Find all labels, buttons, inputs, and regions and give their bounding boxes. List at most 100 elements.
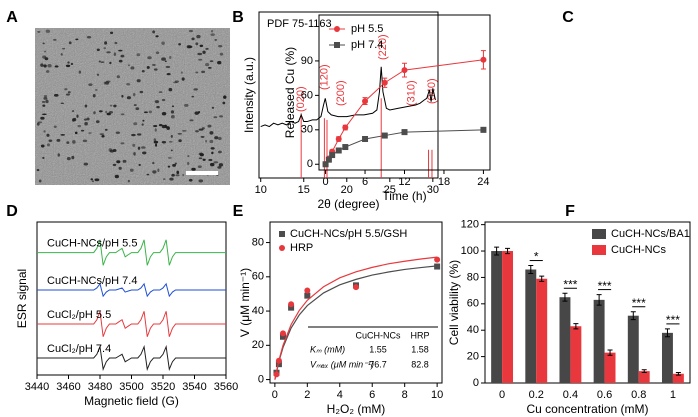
tem-particle	[170, 149, 173, 152]
tem-particle	[96, 73, 100, 76]
tem-particle	[210, 147, 215, 150]
tem-particle	[139, 90, 144, 94]
tem-particle	[76, 114, 79, 118]
y-axis-label: Intensity (a.u.)	[242, 57, 256, 133]
x-tick-label: 0	[499, 389, 505, 401]
peak-label: (020)	[295, 86, 307, 112]
series-label: CuCH-NCs/pH 5.5	[47, 238, 137, 250]
tem-particle	[181, 130, 187, 132]
tem-particle	[162, 178, 166, 180]
tem-particle	[169, 177, 174, 181]
tem-particle	[148, 110, 153, 114]
panel-label: E	[233, 203, 244, 220]
table-cell: 76.7	[369, 359, 387, 369]
tem-particle	[152, 30, 156, 34]
error-bar	[607, 349, 613, 356]
tem-particle	[53, 38, 57, 41]
legend-marker	[279, 231, 285, 237]
data-point	[342, 144, 349, 151]
tem-particle	[98, 60, 101, 63]
data-point	[288, 301, 295, 308]
tem-particle	[65, 93, 70, 96]
y-tick-label: 0	[258, 373, 264, 385]
tem-particle	[132, 143, 136, 147]
error-bar	[664, 328, 670, 338]
y-axis-label: Cell viability (%)	[447, 260, 461, 345]
legend-marker	[279, 245, 285, 251]
tem-particle	[114, 41, 118, 45]
data-point	[279, 333, 286, 340]
tem-particle	[147, 56, 152, 60]
panel-label: C	[562, 9, 574, 26]
y-tick-label: 60	[252, 271, 264, 283]
tem-particle	[198, 128, 204, 131]
tem-particle	[217, 150, 222, 154]
tem-particle	[214, 136, 219, 140]
peak-label: (200)	[335, 80, 347, 106]
data-point	[434, 263, 441, 270]
x-tick-label: 3480	[88, 381, 112, 393]
data-point	[362, 98, 369, 105]
tem-particle	[54, 65, 59, 68]
tem-particle	[92, 93, 96, 98]
y-tick-label: 20	[252, 339, 264, 351]
tem-particle	[45, 99, 49, 104]
tem-particle	[126, 96, 131, 100]
x-tick-label: 30	[427, 184, 439, 196]
legend-marker	[334, 42, 340, 48]
x-axis-label: H₂O₂ (mM)	[327, 402, 386, 416]
tem-particle	[110, 31, 114, 35]
tem-particle	[217, 60, 222, 65]
tem-particle	[178, 43, 182, 46]
tem-particle	[198, 157, 203, 160]
fit-curve	[274, 256, 438, 380]
tem-particle	[133, 122, 138, 126]
tem-particle	[67, 91, 71, 94]
tem-particle	[62, 47, 66, 50]
tem-particle	[175, 174, 180, 177]
tem-particle	[205, 48, 209, 50]
tem-particle	[207, 124, 212, 128]
data-point	[304, 292, 311, 299]
tem-particle	[219, 115, 224, 118]
table-cell: 1.58	[411, 344, 429, 354]
tem-particle	[106, 112, 111, 116]
tem-particle	[171, 173, 175, 177]
table-cell: 82.8	[411, 359, 429, 369]
tem-particle	[161, 57, 166, 61]
table-row-label: Kₘ (mM)	[310, 344, 345, 354]
x-axis-label: Time (h)	[382, 189, 426, 203]
tem-particle	[209, 60, 214, 63]
tem-particle	[53, 93, 59, 97]
significance-label: ***	[666, 313, 680, 327]
tem-particle	[195, 71, 199, 74]
peak-label: (040)	[426, 78, 438, 104]
x-tick-label: 1	[670, 389, 676, 401]
tem-particle	[82, 139, 88, 143]
x-tick-label: 24	[477, 176, 489, 188]
tem-particle	[98, 110, 103, 113]
legend-marker	[334, 26, 340, 32]
tem-particle	[86, 117, 90, 121]
tem-particle	[211, 106, 215, 109]
data-point	[401, 67, 408, 74]
tem-particle	[71, 155, 75, 160]
tem-particle	[105, 81, 110, 85]
tem-particle	[56, 138, 61, 142]
tem-particle	[60, 53, 63, 56]
panel-label: D	[6, 203, 18, 220]
tem-particle	[46, 133, 50, 137]
tem-particle	[109, 61, 112, 65]
tem-particle	[191, 37, 195, 41]
tem-particle	[170, 110, 175, 114]
tem-particle	[168, 140, 173, 143]
tem-particle	[41, 101, 46, 103]
tem-particle	[165, 65, 171, 68]
bar	[638, 371, 650, 383]
tem-particle	[133, 104, 137, 107]
y-tick-label: 20	[467, 351, 479, 363]
tem-particle	[42, 42, 45, 45]
data-point	[342, 124, 349, 131]
tem-particle	[189, 119, 194, 122]
